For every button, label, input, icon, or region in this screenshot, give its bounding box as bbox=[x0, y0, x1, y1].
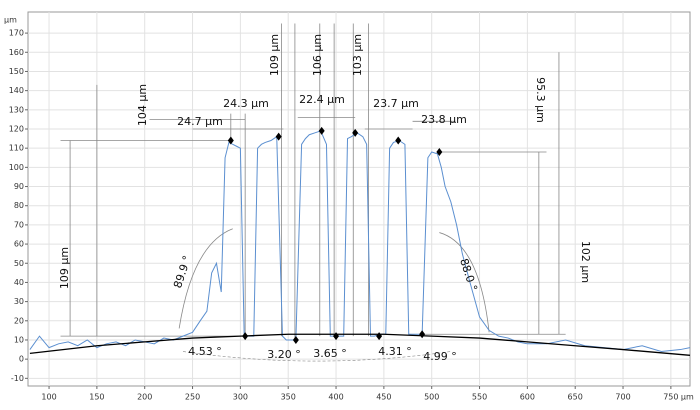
x-tick-label: 550 bbox=[472, 393, 487, 402]
y-tick-label: 140 bbox=[9, 86, 24, 95]
annotation: 3.65 ° bbox=[313, 347, 347, 360]
annotation: 4.31 ° bbox=[378, 345, 412, 358]
x-tick-label: 350 bbox=[281, 393, 296, 402]
y-tick-label: 160 bbox=[9, 48, 24, 57]
angle-arc bbox=[178, 228, 233, 329]
marker bbox=[242, 332, 249, 341]
x-tick-label: 650 bbox=[568, 393, 583, 402]
y-tick-label: 30 bbox=[14, 297, 24, 306]
annotation: 95.3 µm bbox=[534, 77, 547, 123]
marker bbox=[395, 136, 402, 145]
annotation: 23.7 µm bbox=[373, 97, 419, 110]
y-tick-label: 70 bbox=[14, 220, 24, 229]
marker bbox=[352, 128, 359, 137]
y-tick-label: 40 bbox=[14, 278, 24, 287]
x-tick-label: 250 bbox=[185, 393, 200, 402]
annotation: 109 µm bbox=[58, 247, 71, 289]
x-tick-label: 100 bbox=[41, 393, 56, 402]
marker bbox=[227, 136, 234, 145]
x-tick-label: 450 bbox=[376, 393, 391, 402]
y-tick-label: 110 bbox=[9, 144, 24, 153]
y-tick-label: 80 bbox=[14, 201, 24, 210]
angle-arc bbox=[439, 232, 490, 333]
annotation: 4.99 ° bbox=[423, 350, 457, 363]
x-tick-label: 200 bbox=[137, 393, 152, 402]
y-tick-label: 50 bbox=[14, 259, 24, 268]
marker bbox=[333, 332, 340, 341]
annotation: 109 µm bbox=[268, 34, 281, 76]
y-tick-label: 150 bbox=[9, 67, 24, 76]
x-tick-label: 500 bbox=[424, 393, 439, 402]
annotation: 103 µm bbox=[351, 34, 364, 76]
annotation: 3.20 ° bbox=[267, 348, 301, 361]
marker bbox=[436, 148, 443, 157]
annotation: 104 µm bbox=[136, 84, 149, 126]
x-axis-label: µm bbox=[681, 393, 694, 402]
y-tick-label: -10 bbox=[11, 374, 24, 383]
annotation: 22.4 µm bbox=[299, 93, 345, 106]
baseline-curve bbox=[29, 333, 691, 356]
y-tick-label: 130 bbox=[9, 105, 24, 114]
x-tick-label: 750 bbox=[663, 393, 678, 402]
marker bbox=[275, 132, 282, 141]
plot-area bbox=[27, 11, 691, 387]
y-tick-label: 10 bbox=[14, 335, 24, 344]
annotation: 102 µm bbox=[579, 241, 592, 283]
y-tick-label: 0 bbox=[19, 355, 24, 364]
y-tick-label: 120 bbox=[9, 124, 24, 133]
annotation: 24.3 µm bbox=[223, 97, 269, 110]
y-tick-label: 100 bbox=[9, 163, 24, 172]
marker bbox=[318, 126, 325, 135]
annotation: 4.53 ° bbox=[188, 345, 222, 358]
marker bbox=[376, 332, 383, 341]
x-tick-label: 150 bbox=[89, 393, 104, 402]
annotation: 23.8 µm bbox=[421, 113, 467, 126]
y-tick-label: 60 bbox=[14, 240, 24, 249]
y-tick-label: 170 bbox=[9, 29, 24, 38]
y-tick-label: 90 bbox=[14, 182, 24, 191]
x-tick-label: 600 bbox=[520, 393, 535, 402]
y-axis-label: µm bbox=[4, 16, 17, 25]
y-tick-label: 20 bbox=[14, 316, 24, 325]
x-tick-label: 400 bbox=[328, 393, 343, 402]
x-tick-label: 300 bbox=[233, 393, 248, 402]
annotation: 106 µm bbox=[311, 34, 324, 76]
annotation: 24.7 µm bbox=[177, 115, 223, 128]
marker bbox=[292, 335, 299, 344]
marker bbox=[419, 330, 426, 339]
x-tick-label: 700 bbox=[615, 393, 630, 402]
